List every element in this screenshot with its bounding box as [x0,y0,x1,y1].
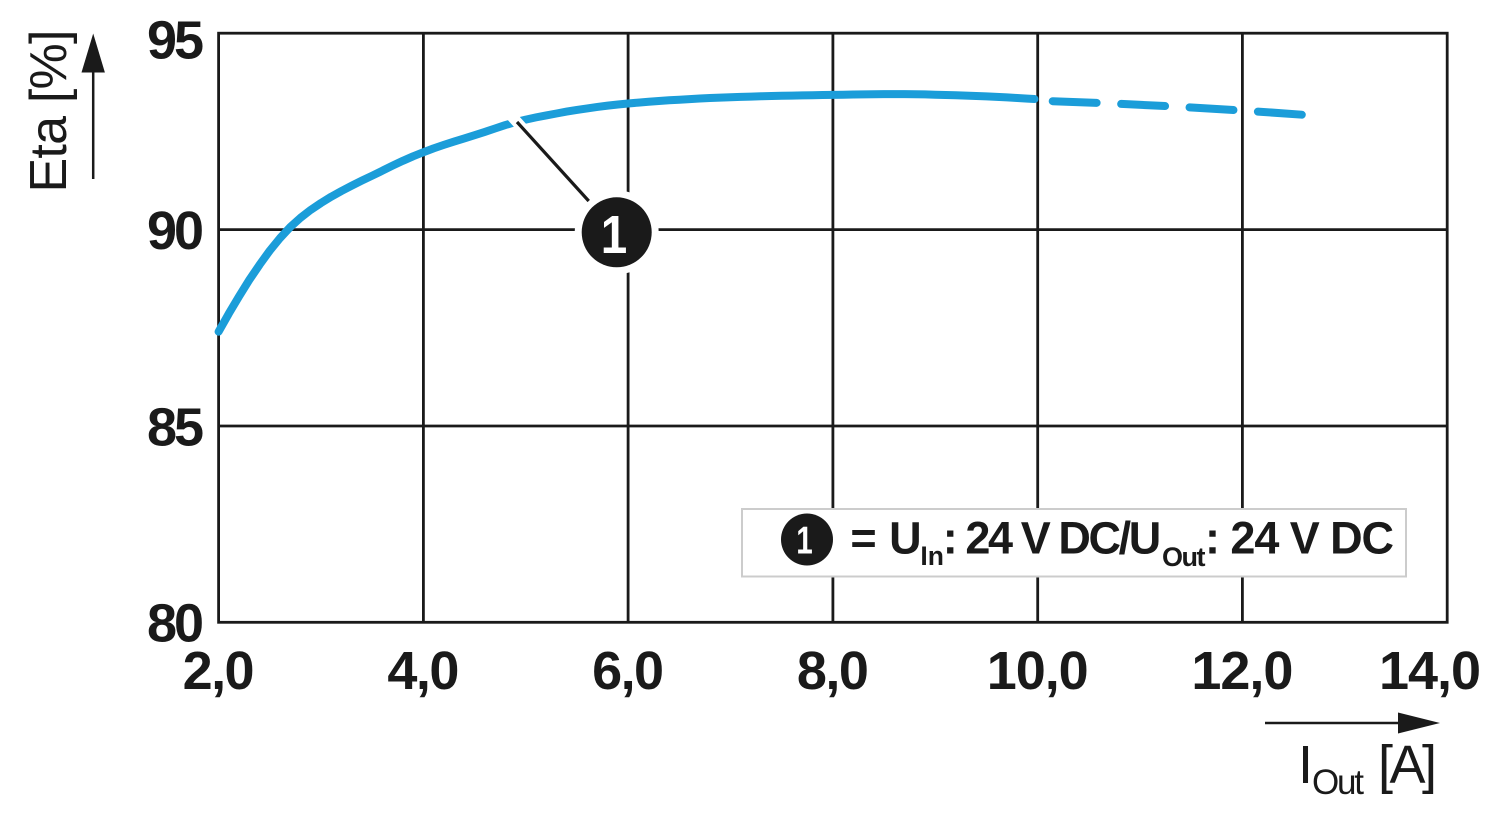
svg-text:2,0: 2,0 [183,641,255,701]
svg-text:Out: Out [1312,763,1364,802]
svg-text:In: In [920,541,944,571]
svg-text:1: 1 [601,205,628,265]
svg-text:1: 1 [796,519,813,562]
svg-text:4,0: 4,0 [387,641,459,701]
svg-text:Out: Out [1162,542,1206,572]
svg-text:90: 90 [147,201,204,261]
svg-text:8,0: 8,0 [797,641,869,701]
svg-text:14,0: 14,0 [1379,641,1481,701]
svg-text:: 24 V DC: : 24 V DC [1205,513,1394,564]
svg-text:= U: = U [850,513,921,564]
svg-text:85: 85 [147,397,204,457]
svg-text:80: 80 [147,594,204,654]
svg-text:6,0: 6,0 [592,641,664,701]
svg-text:I: I [1298,735,1313,795]
svg-text:95: 95 [147,11,204,71]
svg-text:12,0: 12,0 [1191,641,1293,701]
svg-text:10,0: 10,0 [987,641,1089,701]
svg-text:[A]: [A] [1378,735,1437,795]
svg-text:Eta [%]: Eta [%] [20,30,78,193]
svg-text:: 24 V DC/U: : 24 V DC/U [943,513,1161,564]
